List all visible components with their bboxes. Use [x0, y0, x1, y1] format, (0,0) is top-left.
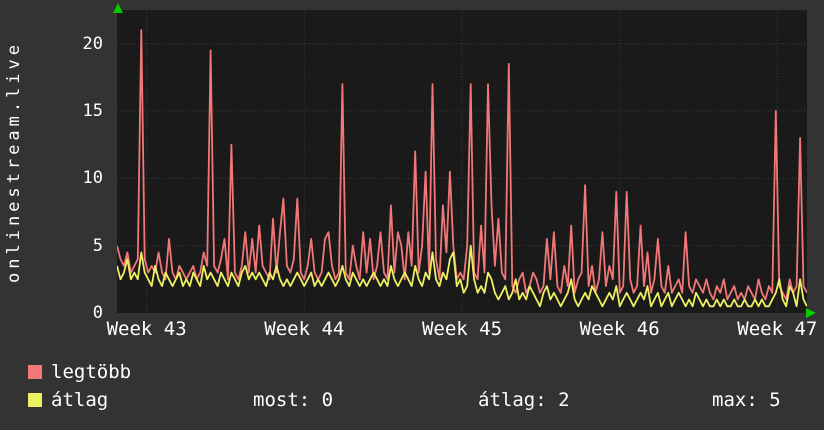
y-axis: 0 5 10 15 20 [0, 0, 105, 340]
x-axis-tick-label: Week 46 [579, 318, 660, 340]
y-axis-tick-label: 20 [82, 33, 103, 54]
x-axis-tick-label: Week 45 [421, 318, 503, 340]
legend-item-atlag: átlag [28, 389, 108, 411]
legend-label-legtobb: legtöbb [51, 361, 132, 383]
chart-canvas [117, 10, 807, 313]
x-axis: Week 43 Week 44 Week 45 Week 46 Week 47 [106, 318, 818, 340]
legend-swatch-legtobb [28, 365, 42, 379]
y-axis-tick-label: 0 [92, 303, 103, 323]
axis-arrow-right-icon [806, 308, 816, 318]
series-line-legtöbb [117, 29, 807, 301]
stat-max: max: 5 [712, 389, 781, 411]
y-axis-tick-label: 10 [82, 168, 103, 189]
legend-item-legtobb: legtöbb [28, 361, 131, 383]
stat-atlag: átlag: 2 [478, 389, 570, 411]
y-axis-tick-label: 5 [92, 235, 103, 256]
plot-area [117, 10, 807, 313]
legend-label-atlag: átlag [51, 389, 109, 411]
y-axis-tick-label: 15 [82, 101, 103, 121]
stat-most: most: 0 [253, 389, 334, 411]
x-axis-tick-label: Week 44 [264, 318, 345, 340]
series-line-átlag [117, 244, 807, 308]
legend-swatch-atlag [28, 393, 42, 407]
axis-arrow-up-icon [113, 3, 123, 13]
x-axis-tick-label: Week 47 [737, 318, 818, 340]
x-axis-tick-label: Week 43 [106, 318, 187, 340]
